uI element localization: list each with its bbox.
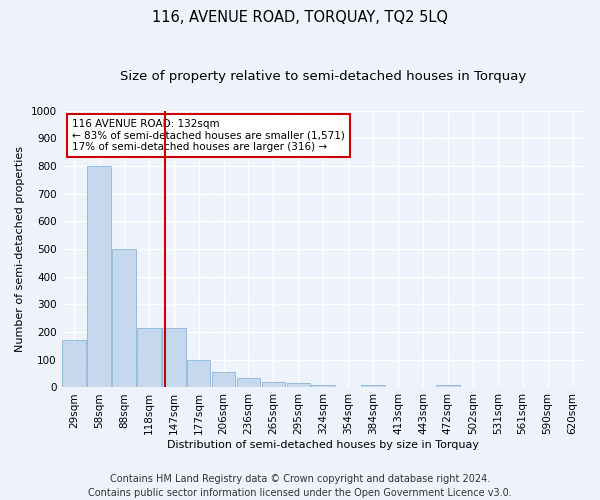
Bar xyxy=(112,249,136,388)
Bar xyxy=(62,340,86,388)
X-axis label: Distribution of semi-detached houses by size in Torquay: Distribution of semi-detached houses by … xyxy=(167,440,479,450)
Y-axis label: Number of semi-detached properties: Number of semi-detached properties xyxy=(15,146,25,352)
Text: Contains HM Land Registry data © Crown copyright and database right 2024.
Contai: Contains HM Land Registry data © Crown c… xyxy=(88,474,512,498)
Bar xyxy=(287,384,310,388)
Text: 116, AVENUE ROAD, TORQUAY, TQ2 5LQ: 116, AVENUE ROAD, TORQUAY, TQ2 5LQ xyxy=(152,10,448,25)
Text: 116 AVENUE ROAD: 132sqm
← 83% of semi-detached houses are smaller (1,571)
17% of: 116 AVENUE ROAD: 132sqm ← 83% of semi-de… xyxy=(72,119,345,152)
Bar xyxy=(236,378,260,388)
Title: Size of property relative to semi-detached houses in Torquay: Size of property relative to semi-detach… xyxy=(120,70,526,83)
Bar xyxy=(162,328,185,388)
Bar xyxy=(87,166,111,388)
Bar xyxy=(436,384,460,388)
Bar xyxy=(361,384,385,388)
Bar xyxy=(311,384,335,388)
Bar xyxy=(137,328,161,388)
Bar xyxy=(212,372,235,388)
Bar xyxy=(187,360,211,388)
Bar xyxy=(262,382,285,388)
